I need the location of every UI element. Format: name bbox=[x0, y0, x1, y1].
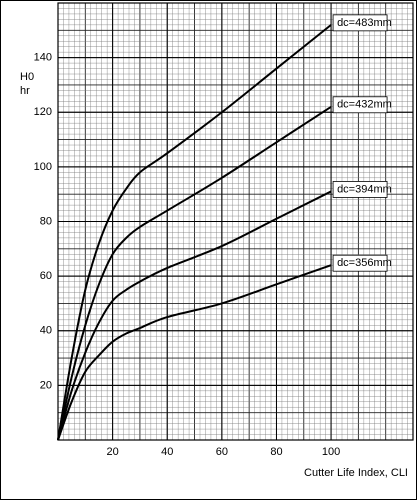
legend-label: dc=356mm bbox=[337, 257, 392, 269]
curve bbox=[57, 190, 332, 441]
y-tick-label: 80 bbox=[40, 215, 52, 227]
x-tick-label: 40 bbox=[161, 446, 173, 458]
legend-box bbox=[332, 14, 388, 32]
y-tick-label: 120 bbox=[34, 106, 52, 118]
y-tick-label: 60 bbox=[40, 270, 52, 282]
curve bbox=[57, 264, 332, 441]
y-tick-label: 40 bbox=[40, 325, 52, 337]
x-tick-label: 100 bbox=[322, 446, 340, 458]
legend-box bbox=[332, 96, 388, 114]
y-axis-unit: hr bbox=[20, 85, 30, 97]
y-tick-label: 140 bbox=[34, 52, 52, 64]
y-axis-label: H0 bbox=[20, 71, 34, 83]
x-tick-label: 20 bbox=[106, 446, 118, 458]
x-axis-label: Cutter Life Index, CLI bbox=[304, 467, 408, 479]
curve bbox=[57, 24, 332, 441]
curve bbox=[57, 105, 332, 441]
legend-label: dc=394mm bbox=[337, 183, 392, 195]
y-tick-label: 20 bbox=[40, 379, 52, 391]
x-tick-label: 80 bbox=[270, 446, 282, 458]
legend-label: dc=483mm bbox=[337, 17, 392, 29]
legend-box bbox=[332, 181, 388, 198]
legend-box bbox=[332, 254, 388, 272]
legend-label: dc=432mm bbox=[337, 99, 392, 111]
x-tick-label: 60 bbox=[216, 446, 228, 458]
y-tick-label: 100 bbox=[34, 161, 52, 173]
